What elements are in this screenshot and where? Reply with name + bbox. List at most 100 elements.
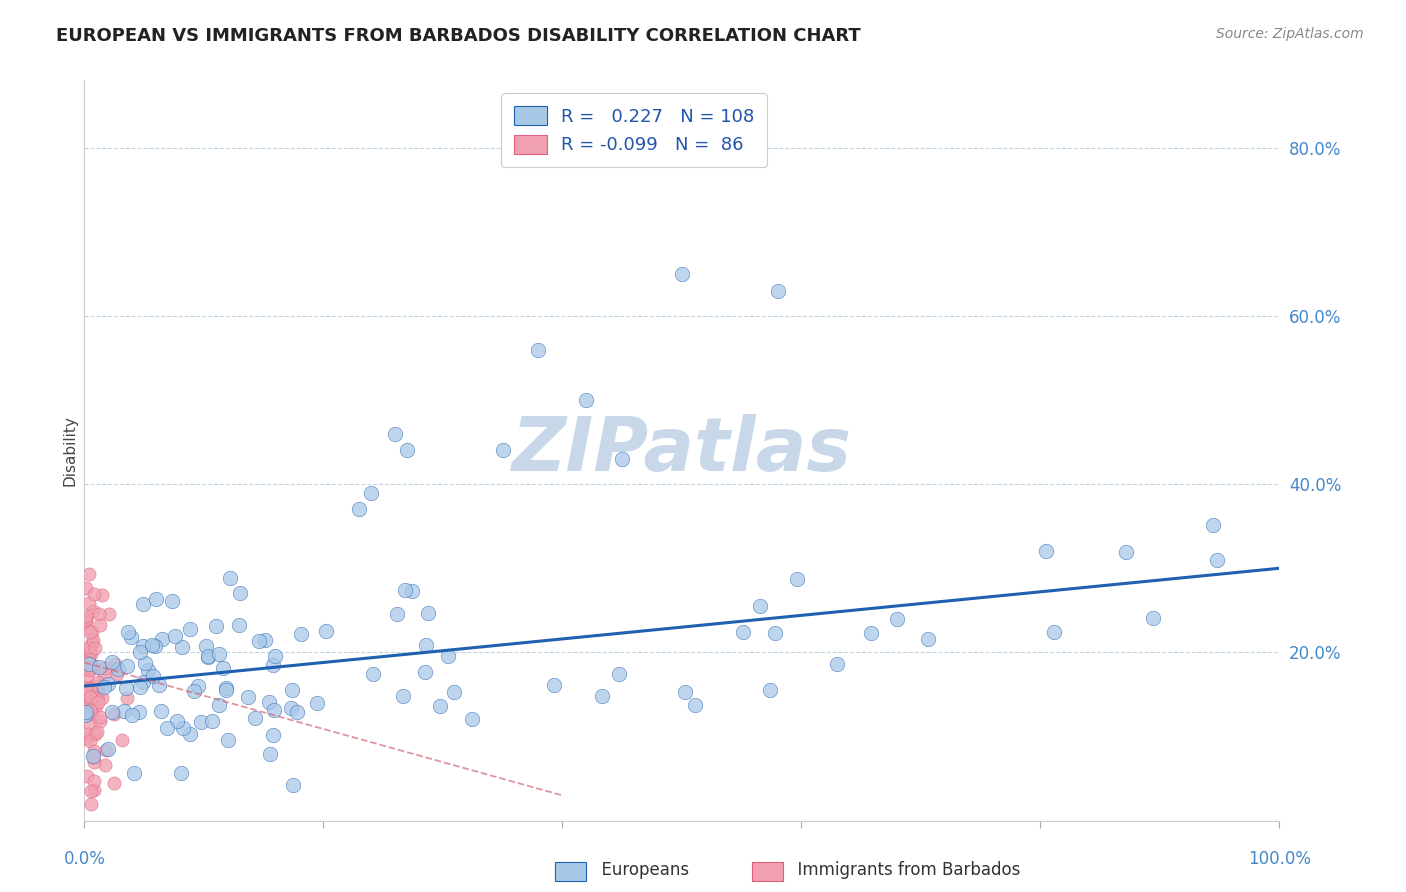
Point: [79, 703, 101, 717]
Point: [76, 727, 98, 741]
Point: [117, 625, 139, 640]
Point: [76, 657, 98, 672]
Point: [97, 742, 120, 756]
Point: [228, 618, 250, 632]
Point: [79, 645, 101, 659]
Point: [86, 675, 108, 690]
Point: [281, 778, 304, 792]
Point: [349, 502, 371, 516]
Point: [91, 588, 114, 602]
Point: [75, 612, 97, 626]
Point: [79, 625, 101, 640]
Point: [77, 640, 100, 655]
Point: [77, 663, 100, 677]
Point: [145, 591, 167, 606]
Point: [416, 606, 439, 620]
Point: [77, 596, 100, 610]
Point: [83, 640, 105, 655]
Point: [83, 783, 105, 797]
Point: [77, 654, 100, 668]
Point: [82, 749, 104, 764]
Point: [83, 587, 105, 601]
Point: [247, 633, 270, 648]
Point: [89, 618, 111, 632]
Point: [150, 632, 173, 647]
Point: [87, 660, 110, 674]
Point: [114, 681, 136, 695]
Point: [86, 683, 108, 698]
Point: [245, 711, 267, 725]
Point: [76, 688, 98, 702]
Point: [83, 744, 105, 758]
Text: 100.0%: 100.0%: [1249, 850, 1310, 868]
Point: [77, 699, 100, 714]
Point: [229, 585, 252, 599]
Point: [759, 682, 782, 697]
Y-axis label: Disability: Disability: [62, 415, 77, 486]
Point: [215, 682, 238, 697]
Point: [170, 766, 193, 780]
Point: [80, 784, 103, 798]
Point: [115, 658, 138, 673]
Point: [76, 769, 98, 783]
Point: [107, 662, 129, 676]
Point: [166, 714, 188, 729]
Point: [105, 666, 128, 681]
Point: [170, 640, 193, 655]
Point: [83, 774, 105, 789]
Point: [141, 638, 163, 652]
Point: [103, 706, 125, 721]
Point: [461, 712, 484, 726]
Point: [148, 678, 170, 692]
Point: [1043, 624, 1066, 639]
Point: [75, 695, 97, 709]
Point: [75, 705, 97, 719]
Point: [156, 721, 179, 735]
Point: [437, 649, 460, 664]
Point: [132, 675, 155, 690]
Point: [76, 659, 98, 673]
Point: [111, 733, 134, 747]
Point: [91, 691, 114, 706]
Point: [75, 614, 97, 628]
Point: [132, 640, 155, 654]
Point: [77, 707, 100, 722]
Point: [179, 726, 201, 740]
Point: [97, 677, 120, 691]
Point: [80, 636, 103, 650]
Point: [122, 766, 145, 780]
Point: [607, 667, 630, 681]
Point: [75, 608, 97, 623]
Point: [89, 607, 111, 621]
Point: [142, 669, 165, 683]
Point: [160, 593, 183, 607]
Point: [104, 657, 127, 672]
Point: [94, 757, 117, 772]
Point: [86, 725, 108, 739]
Text: Source: ZipAtlas.com: Source: ZipAtlas.com: [1216, 27, 1364, 41]
Point: [1206, 553, 1229, 567]
Point: [197, 649, 219, 664]
Point: [285, 705, 308, 719]
Point: [80, 647, 103, 661]
Point: [77, 682, 100, 697]
Point: [83, 658, 105, 673]
Point: [77, 567, 100, 582]
Point: [1035, 544, 1057, 558]
Point: [86, 683, 108, 698]
Point: [75, 655, 97, 669]
Point: [120, 630, 142, 644]
Point: [103, 776, 125, 790]
Point: [259, 747, 281, 761]
Point: [129, 645, 152, 659]
Point: [387, 607, 409, 621]
Point: [89, 710, 111, 724]
Point: [136, 663, 159, 677]
Point: [77, 662, 100, 676]
Point: [75, 681, 97, 696]
Text: EUROPEAN VS IMMIGRANTS FROM BARBADOS DISABILITY CORRELATION CHART: EUROPEAN VS IMMIGRANTS FROM BARBADOS DIS…: [56, 27, 860, 45]
Point: [87, 695, 110, 709]
Point: [84, 699, 107, 714]
Point: [83, 755, 105, 769]
Point: [80, 797, 103, 811]
